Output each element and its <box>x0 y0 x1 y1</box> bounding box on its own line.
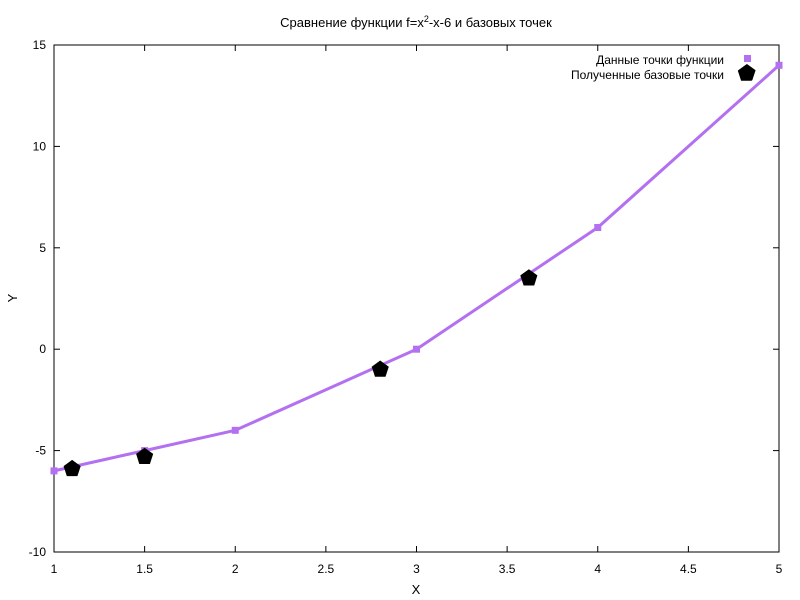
base-point <box>371 360 389 377</box>
base-point <box>63 459 81 477</box>
x-tick-label: 1 <box>51 562 58 576</box>
chart-title: Сравнение функции f=x2-x-6 и базовых точ… <box>280 14 552 30</box>
x-tick-label: 1.5 <box>136 562 153 576</box>
x-tick-label: 5 <box>776 562 783 576</box>
series-line-function-data <box>53 64 781 473</box>
x-tick-label: 3.5 <box>499 562 516 576</box>
y-tick-label: -5 <box>35 444 46 458</box>
plot-frame <box>53 44 780 553</box>
legend-swatch-function-data <box>744 55 751 62</box>
x-tick-label: 4 <box>594 562 601 576</box>
function-data-point <box>50 467 58 475</box>
function-data-point <box>231 426 239 434</box>
legend-label-function-data: Данные точки функции <box>596 53 724 67</box>
x-tick-label: 3 <box>413 562 420 576</box>
series-layer <box>50 61 783 477</box>
y-tick-label: -10 <box>29 545 47 559</box>
legend-label-base-points: Полученные базовые точки <box>571 68 724 82</box>
function-data-point <box>775 61 783 69</box>
legend-swatch-base-points <box>738 64 756 81</box>
axes: 1 1.5 2 2.5 3 3.5 4 4.5 5 -10 -5 0 5 10 15 <box>29 38 783 576</box>
y-tick-label: 15 <box>33 38 47 52</box>
y-axis-label: Y <box>5 293 20 302</box>
x-axis-label: X <box>412 582 421 597</box>
base-point <box>520 269 538 286</box>
base-point <box>136 447 154 464</box>
function-data-point <box>594 224 602 232</box>
x-tick-label: 2 <box>232 562 239 576</box>
function-data-point <box>413 345 420 353</box>
y-tick-label: 5 <box>39 241 46 255</box>
y-tick-label: 0 <box>39 342 46 356</box>
x-tick-label: 4.5 <box>680 562 697 576</box>
x-tick-label: 2.5 <box>318 562 335 576</box>
y-tick-label: 10 <box>33 139 47 153</box>
